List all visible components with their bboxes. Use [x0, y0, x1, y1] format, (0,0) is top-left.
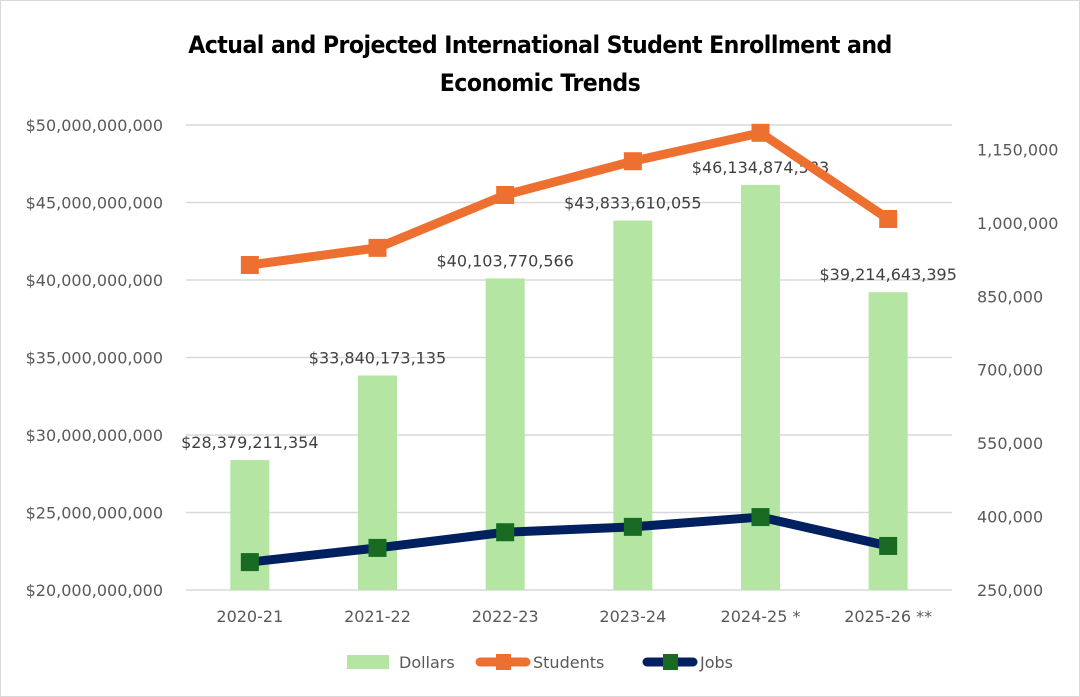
marker-students — [496, 185, 515, 204]
bar-data-label: $33,840,173,135 — [309, 348, 446, 367]
legend-label-jobs: Jobs — [699, 653, 733, 672]
line-jobs — [249, 512, 890, 567]
legend-label-dollars: Dollars — [399, 653, 455, 672]
bar-data-label: $39,214,643,395 — [819, 265, 956, 284]
x-axis-tick-label: 2025-26 ** — [844, 607, 932, 626]
chart-title: Actual and Projected International Stude… — [43, 26, 1037, 102]
left-axis-tick-label: $35,000,000,000 — [26, 349, 163, 368]
legend-swatch-students-marker — [496, 654, 511, 670]
marker-jobs — [496, 523, 515, 542]
legend: Dollars Students Jobs — [347, 653, 733, 672]
marker-students — [879, 209, 898, 228]
bar-data-label: $43,833,610,055 — [564, 194, 701, 213]
marker-jobs — [240, 553, 259, 572]
right-axis-tick-label: 550,000 — [977, 434, 1043, 453]
gridlines — [186, 124, 952, 591]
x-axis-tick-label: 2023-24 — [599, 607, 666, 626]
chart-title-line-2: Economic Trends — [439, 69, 641, 97]
bar-dollars — [741, 184, 780, 591]
marker-jobs — [623, 517, 642, 536]
x-axis-ticks: 2020-21 2021-22 2022-23 2023-24 2024-25 * 202… — [216, 607, 932, 626]
bar-data-label: $46,134,874,583 — [692, 158, 829, 177]
left-axis-tick-label: $25,000,000,000 — [26, 504, 163, 523]
x-axis-tick-label: 2022-23 — [472, 607, 539, 626]
marker-jobs — [368, 538, 387, 557]
right-axis-tick-label: 250,000 — [977, 581, 1043, 600]
x-axis-tick-label: 2020-21 — [216, 607, 283, 626]
right-axis-tick-label: 1,000,000 — [977, 214, 1058, 233]
bar-data-label: $28,379,211,354 — [181, 433, 318, 452]
left-axis-tick-label: $40,000,000,000 — [26, 271, 163, 290]
right-axis-tick-label: 700,000 — [977, 361, 1043, 380]
marker-students — [368, 238, 387, 257]
marker-jobs — [751, 508, 770, 527]
chart-title-line-1: Actual and Projected International Stude… — [188, 31, 892, 59]
marker-students — [240, 255, 259, 274]
x-axis-tick-label: 2024-25 * — [721, 607, 801, 626]
marker-students — [623, 152, 642, 171]
marker-jobs — [879, 536, 898, 555]
legend-swatch-jobs-marker — [663, 654, 678, 670]
left-axis-tick-label: $45,000,000,000 — [26, 194, 163, 213]
bar-data-labels: $28,379,211,354 $33,840,173,135 $40,103,77… — [181, 158, 957, 452]
left-axis-ticks: $20,000,000,000 $25,000,000,000 $30,000,00… — [26, 116, 163, 600]
left-axis-tick-label: $50,000,000,000 — [26, 116, 163, 135]
legend-swatch-dollars — [347, 655, 389, 669]
bar-data-label: $40,103,770,566 — [436, 251, 573, 270]
marker-students — [751, 123, 770, 142]
x-axis-tick-label: 2021-22 — [344, 607, 411, 626]
right-axis-tick-label: 1,150,000 — [977, 140, 1058, 159]
left-axis-tick-label: $20,000,000,000 — [26, 581, 163, 600]
right-axis-ticks: 250,000 400,000 550,000 700,000 850,000 1,000… — [977, 140, 1058, 600]
series-lines — [240, 123, 898, 572]
legend-label-students: Students — [533, 653, 604, 672]
right-axis-tick-label: 850,000 — [977, 287, 1043, 306]
line-students — [249, 128, 891, 270]
left-axis-tick-label: $30,000,000,000 — [26, 426, 163, 445]
bar-dollars — [485, 278, 525, 590]
bar-dollars — [358, 375, 397, 590]
right-axis-tick-label: 400,000 — [977, 508, 1043, 527]
